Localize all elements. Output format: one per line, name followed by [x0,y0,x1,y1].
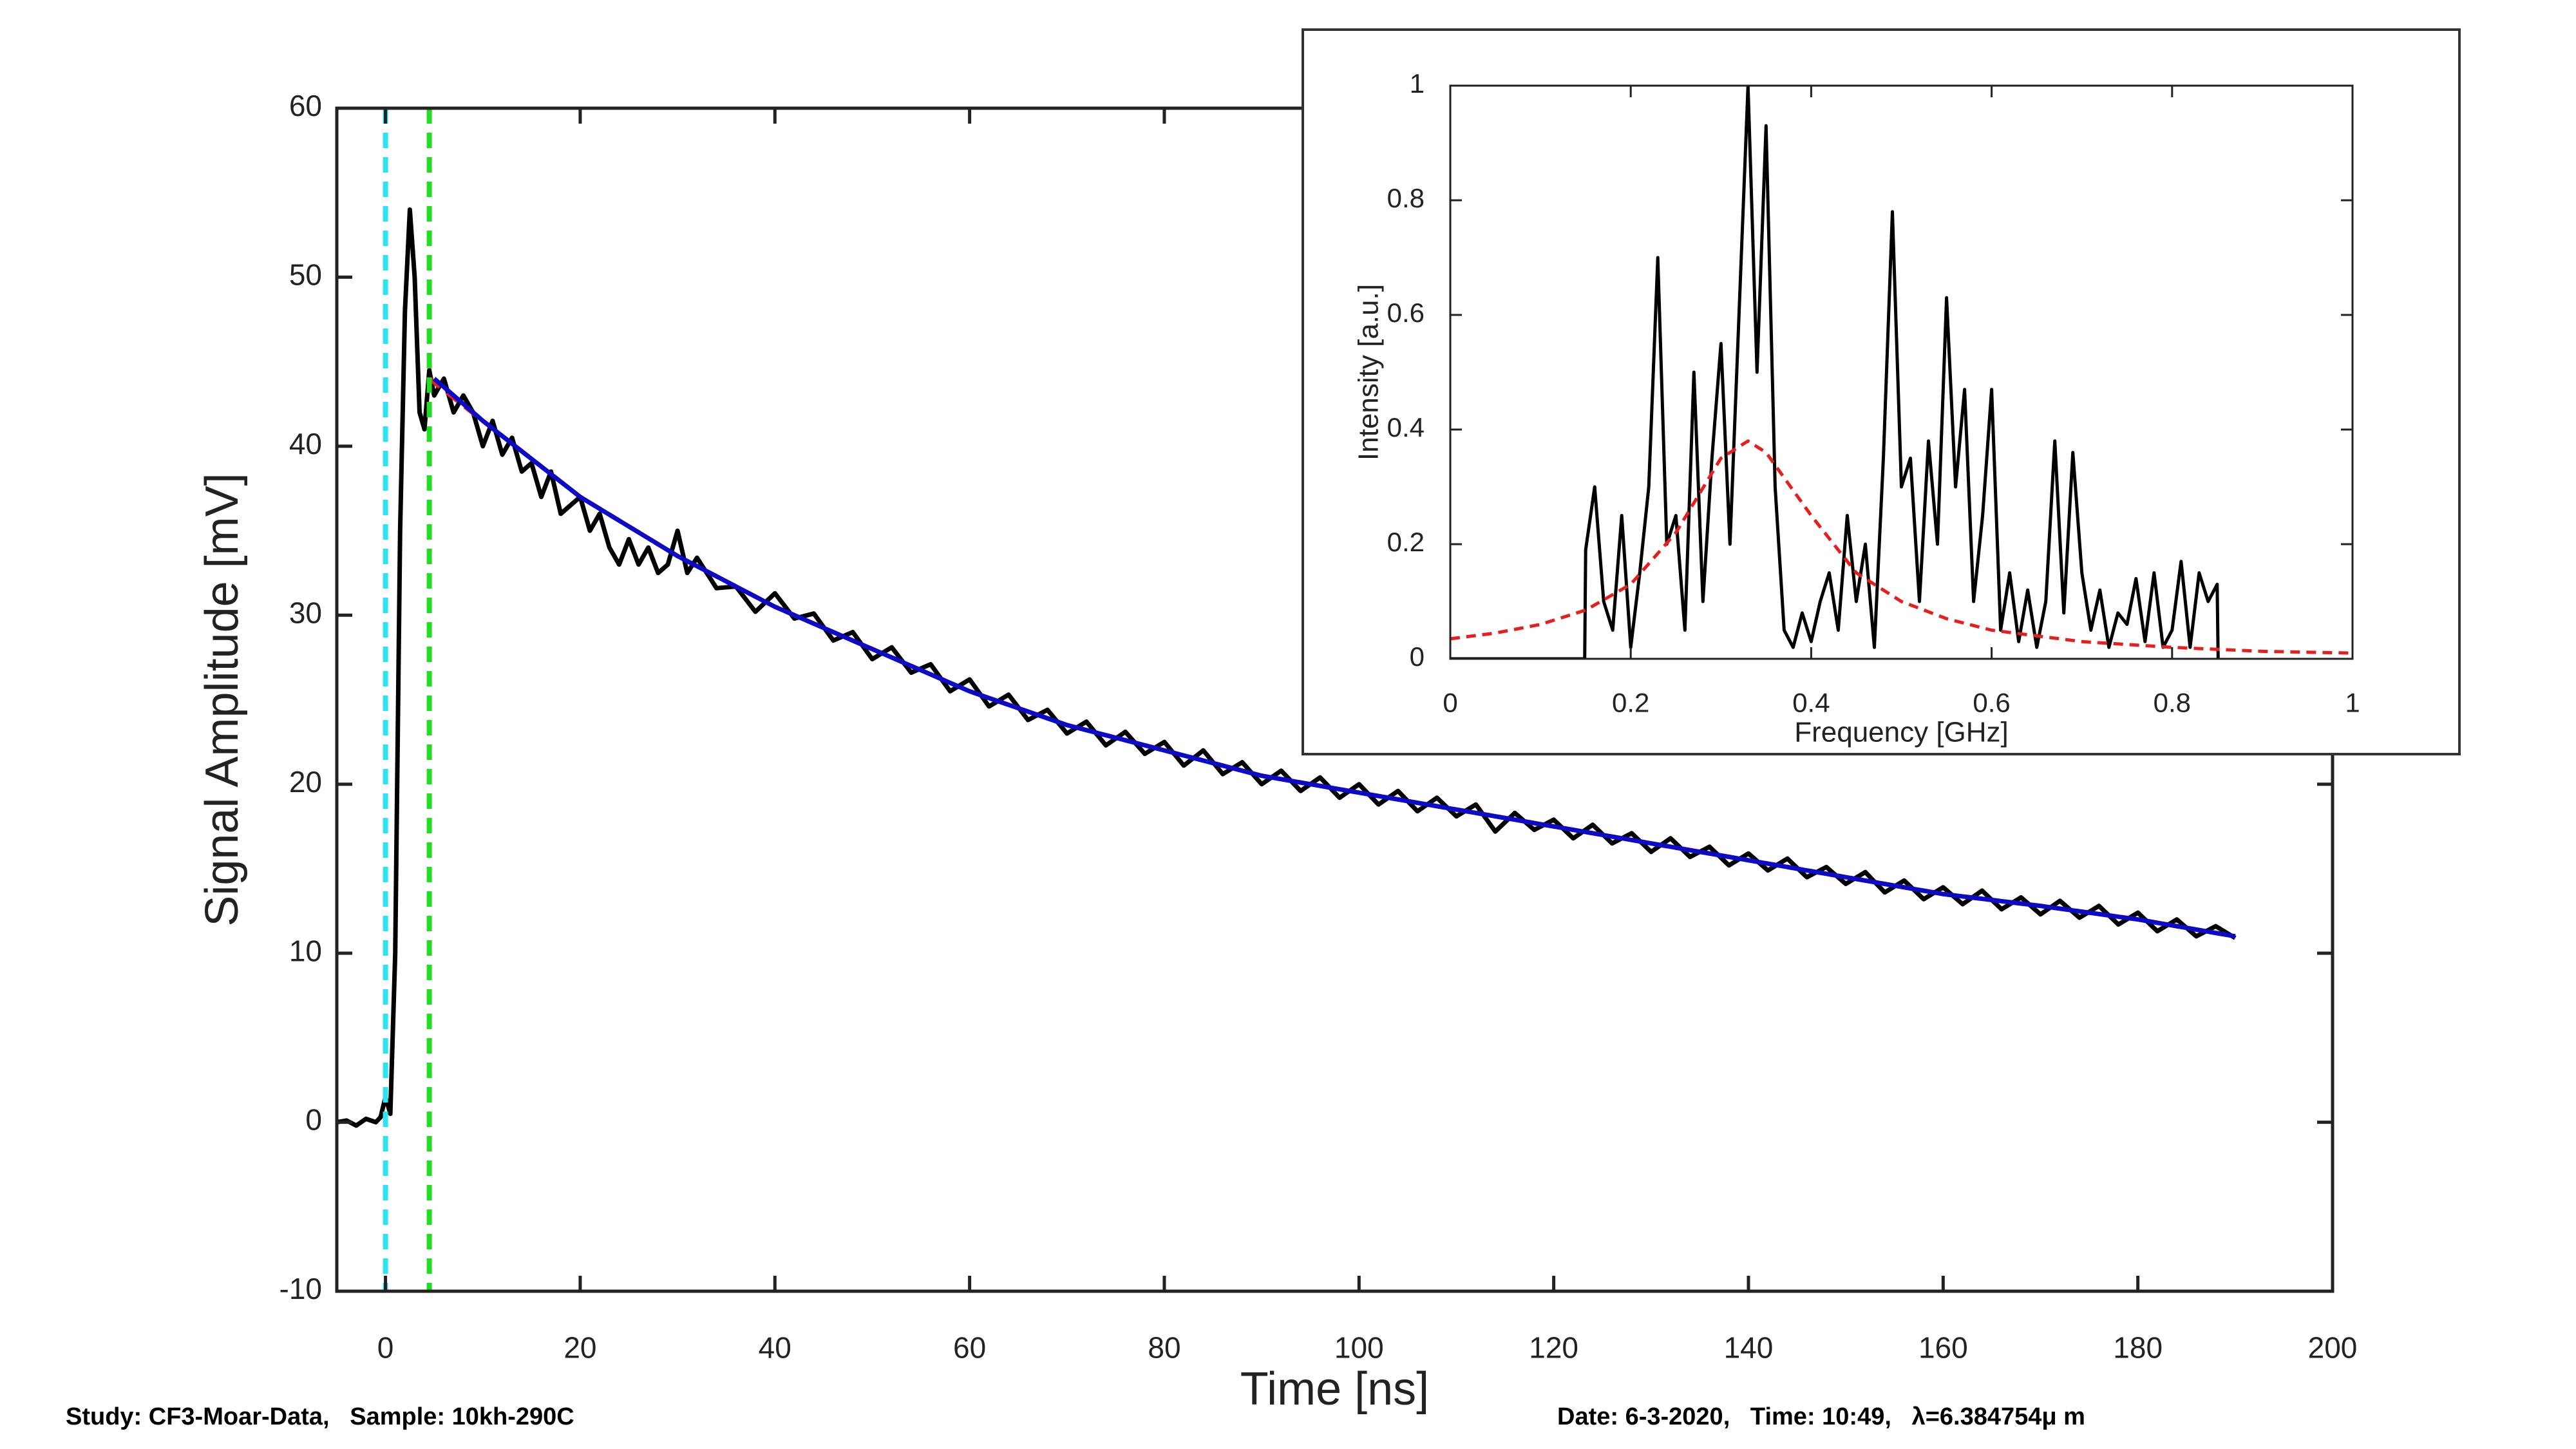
axes-box [1449,84,2354,660]
y-tick-label: -10 [279,1272,322,1305]
x-tick-label: 80 [1148,1331,1180,1365]
x-tick-label: 0.2 [1612,687,1649,717]
y-tick-label: 40 [289,427,322,460]
y-tick-label: 30 [289,596,322,629]
x-tick-label: 0.4 [1792,687,1830,717]
x-tick-label: 200 [2308,1331,2358,1365]
y-tick-label: 0 [1410,641,1425,672]
footer-date: Date: 6-3-2020, Time: 10:49, λ=6.384754μ… [1557,1403,2085,1430]
data-line [1450,86,2220,659]
x-tick-label: 60 [953,1331,986,1365]
x-tick-label: 160 [1918,1331,1968,1365]
y-axis-label: Intensity [a.u.] [1353,284,1385,460]
x-tick-label: 0.6 [1973,687,2010,717]
y-tick-label: 10 [289,934,322,967]
data-line [1450,439,2353,655]
x-tick-label: 140 [1724,1331,1774,1365]
x-tick-label: 0 [1443,687,1457,717]
x-tick-label: 180 [2113,1331,2163,1365]
x-tick-label: 1 [2345,687,2360,717]
y-tick-label: 0.6 [1387,298,1425,328]
data-line [432,377,2236,939]
y-tick-label: 60 [289,89,322,122]
x-tick-label: 40 [759,1331,791,1365]
y-axis-label: Signal Amplitude [mV] [196,473,248,926]
y-tick-label: 0.2 [1387,527,1425,557]
footer-study: Study: CF3-Moar-Data, Sample: 10kh-290C [66,1403,574,1430]
x-tick-label: 0.8 [2154,687,2191,717]
x-axis-label: Time [ns] [1240,1363,1429,1415]
y-tick-label: 0.4 [1387,412,1425,442]
y-tick-label: 1 [1410,68,1425,99]
x-tick-label: 0 [377,1331,394,1365]
y-tick-label: 20 [289,765,322,799]
y-tick-label: 0 [305,1103,322,1137]
x-tick-label: 100 [1334,1331,1384,1365]
x-axis-label: Frequency [GHz] [1794,717,2009,748]
x-tick-label: 20 [564,1331,596,1365]
x-tick-label: 120 [1529,1331,1578,1365]
y-tick-label: 50 [289,258,322,292]
y-tick-label: 0.8 [1387,183,1425,213]
